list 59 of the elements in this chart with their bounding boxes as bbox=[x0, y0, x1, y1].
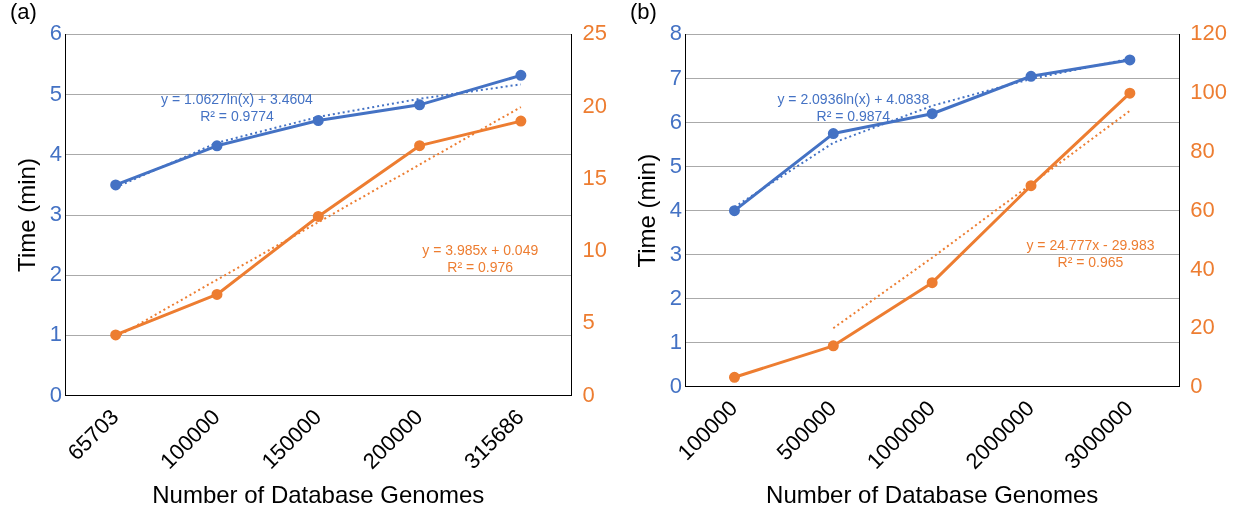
y-axis-title: Time (min) bbox=[13, 158, 41, 272]
y2-tick-label: 10 bbox=[582, 237, 608, 263]
point bbox=[110, 329, 122, 341]
y2-tick-label: 80 bbox=[1190, 137, 1215, 163]
x-axis-title: Number of Database Genomes bbox=[152, 481, 485, 509]
y2-tick-label: 120 bbox=[1190, 20, 1228, 46]
y2-tick-label: 20 bbox=[1190, 314, 1215, 340]
y-tick-label: 8 bbox=[669, 20, 683, 46]
point bbox=[515, 69, 527, 81]
point bbox=[211, 140, 223, 152]
point bbox=[110, 179, 122, 191]
y2-tick-label: 0 bbox=[1190, 373, 1203, 399]
text: y = 24.777x - 29.983 R² = 0.965 bbox=[1026, 236, 1155, 270]
y2-tick-label: 0 bbox=[582, 381, 595, 407]
y2-tick-label: 40 bbox=[1190, 255, 1215, 281]
chart-title: (a) bbox=[10, 0, 37, 25]
y-tick-label: 2 bbox=[669, 284, 683, 310]
series-label: y = 2.0936ln(x) + 4.0838 R² = 0.9874 bbox=[777, 90, 930, 124]
y-tick-label: 6 bbox=[669, 108, 683, 134]
chart-title: (b) bbox=[630, 0, 657, 25]
y2-tick-label: 100 bbox=[1190, 79, 1228, 105]
point bbox=[926, 277, 938, 289]
text: y = 3.985x + 0.049 R² = 0.976 bbox=[422, 241, 539, 275]
point bbox=[1124, 54, 1136, 66]
point bbox=[1124, 87, 1136, 99]
point bbox=[515, 115, 527, 127]
y-tick-label: 1 bbox=[669, 328, 683, 354]
y-tick-label: 5 bbox=[669, 152, 683, 178]
y-tick-label: 1 bbox=[49, 321, 63, 347]
point bbox=[728, 371, 740, 383]
point bbox=[211, 288, 223, 300]
point bbox=[414, 140, 426, 152]
y2-tick-label: 25 bbox=[582, 20, 608, 46]
y-tick-label: 0 bbox=[669, 373, 683, 399]
y-axis-title: Time (min) bbox=[633, 153, 661, 268]
point bbox=[414, 99, 426, 111]
y-tick-label: 0 bbox=[49, 381, 63, 407]
point bbox=[312, 114, 324, 126]
y2-tick-label: 20 bbox=[582, 92, 608, 118]
y-tick-label: 3 bbox=[49, 201, 63, 227]
y-tick-label: 3 bbox=[669, 240, 683, 266]
point bbox=[926, 108, 938, 120]
point bbox=[1025, 70, 1037, 82]
point bbox=[728, 205, 740, 217]
y-tick-label: 6 bbox=[49, 20, 63, 46]
y2-tick-label: 5 bbox=[582, 309, 595, 335]
point bbox=[312, 210, 324, 222]
y-tick-label: 5 bbox=[49, 80, 63, 106]
x-axis-title: Number of Database Genomes bbox=[766, 481, 1099, 509]
point bbox=[827, 340, 839, 352]
series-label: y = 1.0627ln(x) + 3.4604 R² = 0.9774 bbox=[161, 90, 314, 124]
y2-tick-label: 60 bbox=[1190, 196, 1215, 222]
y-tick-label: 7 bbox=[669, 64, 683, 90]
point bbox=[827, 128, 839, 140]
y-tick-label: 4 bbox=[669, 196, 683, 222]
point bbox=[1025, 180, 1037, 192]
y2-tick-label: 15 bbox=[582, 164, 608, 190]
y-tick-label: 2 bbox=[49, 261, 63, 287]
y-tick-label: 4 bbox=[49, 140, 63, 166]
